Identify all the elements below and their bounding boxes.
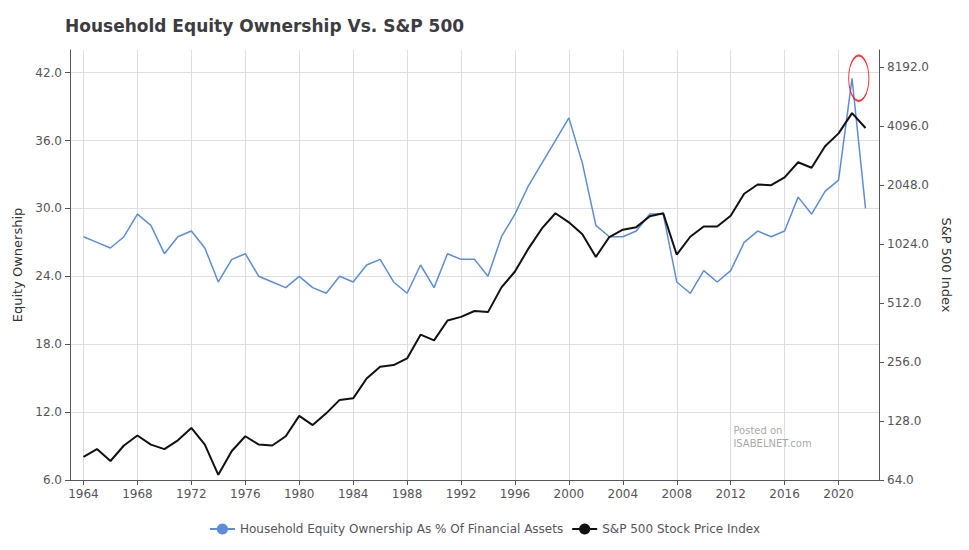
svg-text:2008: 2008 [661,487,692,501]
svg-text:S&P 500 Stock Price Index: S&P 500 Stock Price Index [602,522,760,536]
svg-text:2020: 2020 [823,487,854,501]
svg-text:4096.0: 4096.0 [887,119,929,133]
svg-text:Household Equity Ownership As: Household Equity Ownership As % Of Finan… [240,522,563,536]
svg-text:256.0: 256.0 [887,355,921,369]
svg-text:1964: 1964 [68,487,99,501]
svg-text:36.0: 36.0 [35,134,62,148]
svg-text:2004: 2004 [608,487,639,501]
svg-text:6.0: 6.0 [43,473,62,487]
svg-text:Equity Ownership: Equity Ownership [10,208,25,323]
svg-text:1024.0: 1024.0 [887,237,929,251]
svg-text:30.0: 30.0 [35,201,62,215]
svg-text:12.0: 12.0 [35,405,62,419]
svg-text:ISABELNET.com: ISABELNET.com [733,438,811,449]
svg-text:42.0: 42.0 [35,66,62,80]
svg-text:1980: 1980 [284,487,315,501]
svg-text:24.0: 24.0 [35,269,62,283]
svg-text:2000: 2000 [554,487,585,501]
svg-text:8192.0: 8192.0 [887,60,929,74]
svg-text:512.0: 512.0 [887,296,921,310]
svg-text:2016: 2016 [769,487,800,501]
svg-text:64.0: 64.0 [887,473,914,487]
svg-text:2012: 2012 [715,487,746,501]
svg-text:S&P 500 Index: S&P 500 Index [939,217,954,312]
svg-text:1968: 1968 [122,487,153,501]
svg-text:1992: 1992 [446,487,477,501]
svg-text:1984: 1984 [338,487,369,501]
svg-text:18.0: 18.0 [35,337,62,351]
svg-text:1976: 1976 [230,487,261,501]
svg-text:1988: 1988 [392,487,423,501]
svg-text:1972: 1972 [176,487,207,501]
svg-text:Household Equity Ownership Vs.: Household Equity Ownership Vs. S&P 500 [65,16,464,36]
svg-text:128.0: 128.0 [887,414,921,428]
svg-text:Posted on: Posted on [733,425,782,436]
svg-text:1996: 1996 [500,487,531,501]
svg-text:2048.0: 2048.0 [887,178,929,192]
